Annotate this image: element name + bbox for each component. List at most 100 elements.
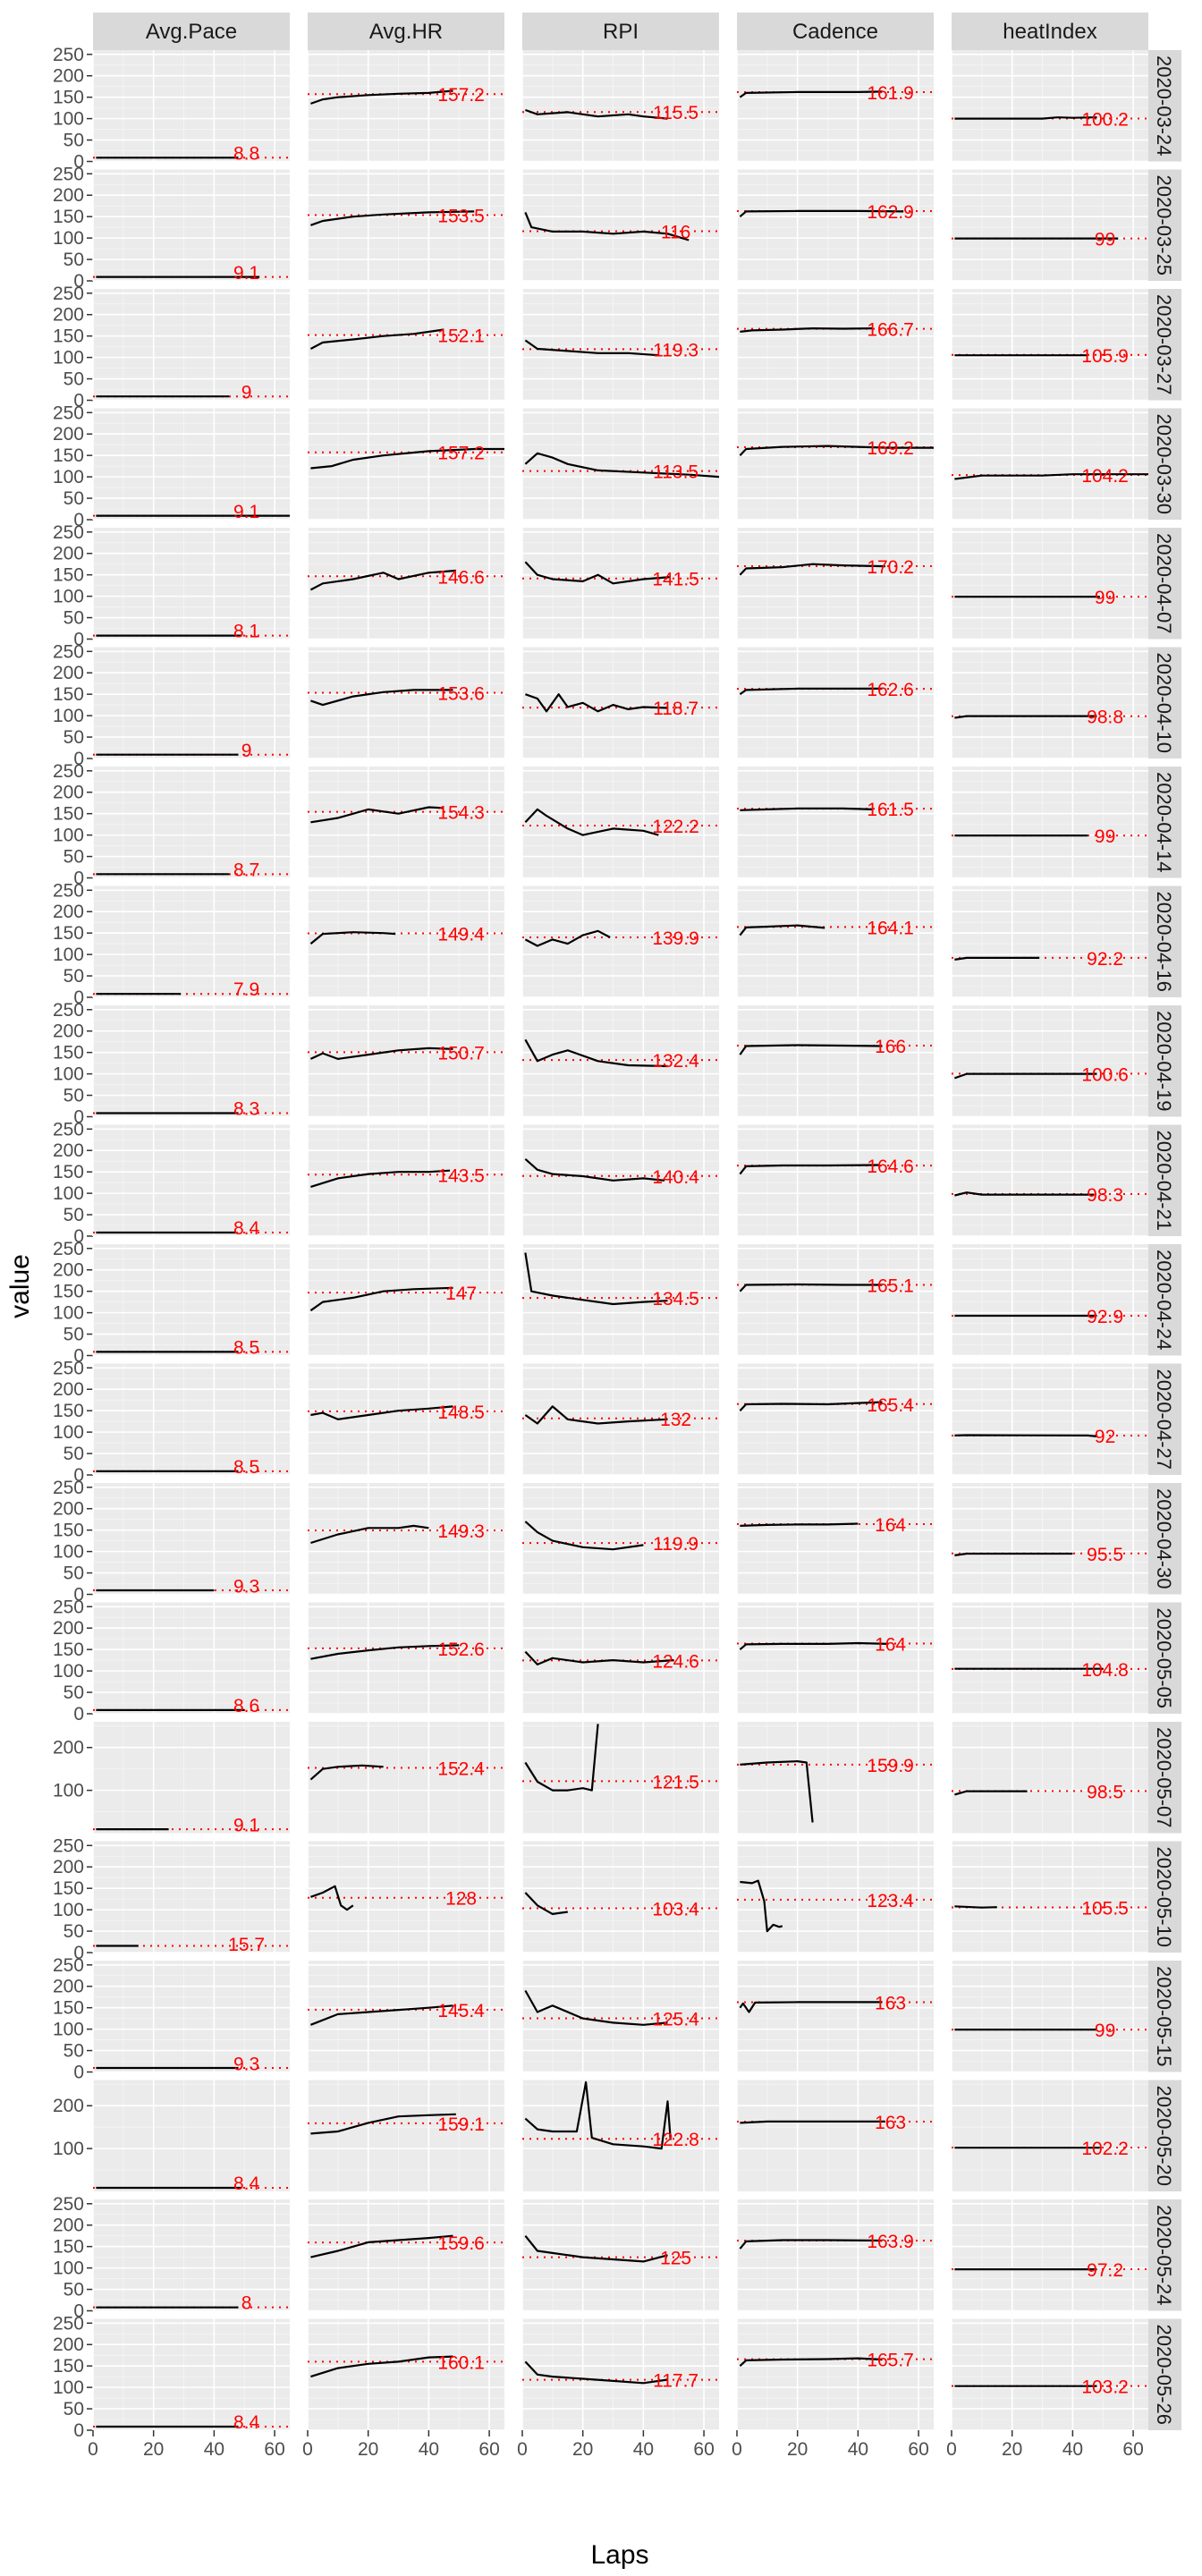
series-line (310, 1524, 429, 1545)
mean-label: 92 (1095, 1427, 1115, 1447)
mean-label: 105.5 (1081, 1898, 1129, 1919)
y-tick-label: 100 (53, 1422, 84, 1443)
mean-label: 143.5 (437, 1165, 485, 1186)
series-line (309, 1046, 453, 1061)
series-line (524, 211, 690, 242)
y-tick-label: 50 (63, 1444, 84, 1464)
mean-label: 159.6 (437, 2233, 485, 2254)
mean-label: 99 (1095, 588, 1115, 608)
y-tick-label: 250 (53, 641, 84, 662)
facet-panel (308, 767, 504, 878)
column-strip (308, 13, 504, 50)
y-tick-label: 0 (73, 510, 84, 530)
y-tick-label: 250 (53, 1000, 84, 1021)
row-strip-label: 2020-04-30 (1153, 1488, 1175, 1589)
facet-panel (952, 1483, 1148, 1595)
facet-panel (522, 169, 719, 281)
facet-panel (93, 886, 290, 997)
y-tick-label: 50 (63, 2280, 84, 2301)
y-tick-label: 150 (53, 1521, 84, 1541)
y-tick-label: 150 (53, 565, 84, 586)
facet-panel (93, 1722, 290, 1834)
mean-label: 117.7 (653, 2371, 698, 2392)
y-tick-label: 0 (73, 1704, 84, 1724)
mean-label: 122.8 (652, 2130, 699, 2150)
mean-label: 159.1 (437, 2114, 485, 2135)
y-tick-label: 100 (53, 587, 84, 607)
mean-label: 95.5 (1087, 1545, 1123, 1565)
facet-panel (522, 289, 719, 401)
mean-label: 102.2 (1081, 2139, 1129, 2159)
series-line (954, 116, 1097, 120)
y-tick-label: 0 (73, 271, 84, 292)
column-strip-label: heatIndex (1003, 20, 1096, 44)
y-tick-label: 150 (53, 1640, 84, 1660)
series-line (524, 2235, 668, 2263)
row-strip-label: 2020-04-19 (1153, 1011, 1175, 1112)
y-tick-label: 0 (73, 987, 84, 1008)
row-strip-label: 2020-04-07 (1153, 533, 1175, 634)
facet-panel (308, 1841, 504, 1953)
y-tick-label: 0 (73, 1943, 84, 1963)
series-line (310, 1169, 451, 1188)
facet-panel (308, 169, 504, 281)
row-strip (1147, 1124, 1181, 1236)
facet-panel (522, 408, 719, 520)
x-tick-label: 20 (1002, 2439, 1022, 2460)
x-axis-title: Laps (590, 2540, 648, 2570)
mean-label: 105.9 (1081, 346, 1129, 367)
y-tick-label: 100 (53, 348, 84, 369)
mean-label: 8 (241, 2293, 252, 2314)
mean-label: 145.4 (437, 2001, 485, 2021)
facet-panel (952, 2318, 1148, 2430)
y-tick-label: 150 (53, 326, 84, 347)
y-tick-label: 100 (53, 1064, 84, 1085)
facet-panel (952, 1722, 1148, 1834)
mean-label: 166 (875, 1037, 906, 1057)
mean-label: 153.5 (437, 206, 485, 226)
y-tick-label: 150 (53, 923, 84, 944)
row-strip-label: 2020-05-10 (1153, 1846, 1175, 1947)
mean-label: 170.2 (867, 557, 914, 578)
mean-label: 103.2 (1081, 2377, 1129, 2398)
row-strip-label: 2020-04-10 (1153, 652, 1175, 753)
series-line (309, 328, 444, 350)
facet-panel (952, 1841, 1148, 1953)
mean-label: 8.4 (233, 2412, 260, 2433)
y-tick-label: 100 (53, 1542, 84, 1563)
mean-label: 9 (241, 741, 252, 761)
mean-label: 103.4 (652, 1899, 699, 1919)
row-strip-label: 2020-03-30 (1153, 413, 1175, 514)
mean-label: 140.4 (652, 1167, 699, 1188)
row-strip-label: 2020-05-24 (1153, 2205, 1175, 2306)
series-line (739, 1401, 883, 1411)
mean-label: 92.2 (1087, 949, 1123, 970)
row-strip-label: 2020-03-24 (1153, 55, 1175, 157)
facet-panel (952, 1602, 1148, 1714)
facet-panel (93, 1483, 290, 1595)
y-tick-label: 0 (73, 2063, 84, 2083)
mean-label: 164 (875, 1634, 906, 1655)
facet-panel (737, 1244, 934, 1356)
series-line (740, 1759, 814, 1823)
y-tick-label: 100 (53, 109, 84, 130)
y-tick-label: 150 (53, 2356, 84, 2377)
row-strip (1147, 1602, 1181, 1714)
mean-label: 9 (241, 383, 252, 403)
facet-panel (737, 2080, 934, 2191)
y-tick-label: 150 (53, 207, 84, 227)
series-line (525, 108, 668, 120)
mean-label: 152.6 (437, 1640, 485, 1660)
row-strip (1147, 1363, 1181, 1475)
column-strip (522, 13, 719, 50)
y-tick-label: 0 (73, 1465, 84, 1486)
y-tick-label: 250 (53, 2313, 84, 2334)
y-tick-label: 200 (53, 1857, 84, 1877)
mean-label: 118.7 (653, 699, 698, 719)
series-line (954, 1072, 1097, 1080)
mean-label: 164.1 (867, 918, 914, 938)
mean-label: 148.5 (437, 1402, 485, 1423)
column-strip-label: Avg.Pace (146, 20, 237, 44)
facet-panel (93, 767, 290, 878)
series-line (310, 2234, 453, 2258)
